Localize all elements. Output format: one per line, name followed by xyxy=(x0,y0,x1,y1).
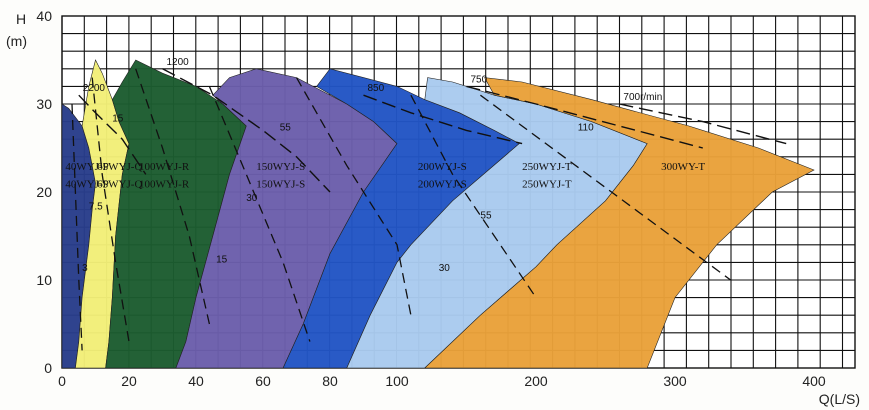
model-label: 200WYJ-S xyxy=(418,179,467,191)
model-label: 40WYJ-P xyxy=(65,161,108,173)
x-tick-label: 100 xyxy=(385,373,409,389)
x-tick-label: 200 xyxy=(524,373,548,389)
flow-value-label: 7.5 xyxy=(89,202,103,213)
model-label: 250WYJ-T xyxy=(522,179,572,191)
speed-curve xyxy=(78,94,147,175)
flow-value-label: 30 xyxy=(439,263,451,274)
y-tick-label: 30 xyxy=(36,96,52,112)
flow-value-label: 30 xyxy=(246,193,258,204)
speed-curve xyxy=(466,85,703,149)
flow-value-label: 3 xyxy=(82,263,88,274)
model-label: 200WYJ-S xyxy=(418,161,467,173)
flow-value-label: 15 xyxy=(112,114,124,125)
x-tick-label: 0 xyxy=(58,373,66,389)
speed-curve xyxy=(363,94,523,145)
flow-value-label: 110 xyxy=(578,122,594,133)
y-tick-label: 20 xyxy=(36,184,52,200)
model-label: 65WYJ-Q xyxy=(97,161,142,173)
y-tick-label: 10 xyxy=(36,272,52,288)
pump-regions xyxy=(61,59,815,369)
y-tick-label: 40 xyxy=(36,8,52,24)
flow-boundary-line xyxy=(135,68,211,325)
speed-curve-label: 750 xyxy=(471,74,488,85)
flow-value-label: 55 xyxy=(280,122,292,133)
x-tick-label: 40 xyxy=(188,373,204,389)
y-tick-label: 0 xyxy=(44,360,52,376)
flow-value-label: 15 xyxy=(216,254,228,265)
flow-boundary-line xyxy=(91,77,130,342)
x-tick-label: 60 xyxy=(255,373,271,389)
model-label: 100WYJ-R xyxy=(139,161,190,173)
model-label: 300WY-T xyxy=(661,161,705,173)
flow-boundary-line xyxy=(295,77,412,316)
y-axis-title: H xyxy=(16,11,26,27)
speed-curve xyxy=(619,103,787,145)
model-label: 150WYJ-S xyxy=(256,179,305,191)
model-label: 40WYJ-P xyxy=(65,179,108,191)
x-tick-label: 80 xyxy=(322,373,338,389)
speed-curve-label: 700r/min xyxy=(623,92,662,103)
flow-value-label: 55 xyxy=(480,210,492,221)
model-label: 65WYJ-Q xyxy=(97,179,142,191)
speed-curves xyxy=(71,68,787,351)
flow-boundary-line xyxy=(480,94,731,281)
x-axis-title: Q(L/S) xyxy=(819,391,860,407)
x-tick-label: 300 xyxy=(663,373,687,389)
x-tick-label: 20 xyxy=(121,373,137,389)
speed-curve-label: 850 xyxy=(368,83,385,94)
speed-curve-label: 2200 xyxy=(83,83,106,94)
x-tick-label: 400 xyxy=(802,373,826,389)
y-axis-unit: (m) xyxy=(6,33,27,49)
flow-boundary-line xyxy=(208,86,311,342)
flow-boundary-line xyxy=(71,103,83,351)
flow-boundary-line xyxy=(410,94,537,298)
model-label: 150WYJ-S xyxy=(256,161,305,173)
model-label: 250WYJ-T xyxy=(522,161,572,173)
region-wy-t-300 xyxy=(424,77,815,369)
speed-curve-label: 1200 xyxy=(167,57,190,68)
axes: 0 20 40 60 80 100 200 300 400 0 10 20 30 40 H (m) Q(L/S) xyxy=(6,8,860,407)
model-label: 100WYJ-R xyxy=(139,179,190,191)
labels: 2200 1200 850 750 700r/min 15 7.5 3 55 30 15 110 55 3… xyxy=(65,57,705,274)
